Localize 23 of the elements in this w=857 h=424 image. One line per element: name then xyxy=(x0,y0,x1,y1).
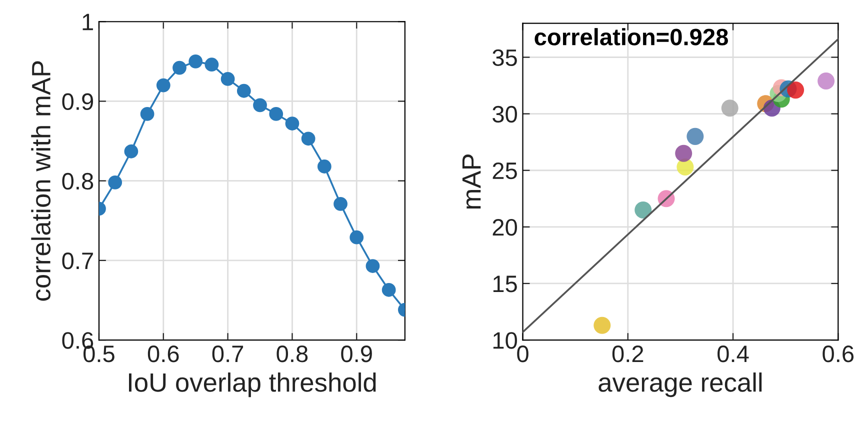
annotation: correlation=0.928 xyxy=(534,28,728,46)
x-tick-label: 0.2 xyxy=(612,346,644,362)
x-axis-title: IoU overlap threshold xyxy=(128,372,376,398)
x-tick-label: 0.9 xyxy=(341,346,372,362)
y-tick-label: 30 xyxy=(492,106,517,123)
y-tick-label: 0.8 xyxy=(62,172,94,190)
y-tick-label: 25 xyxy=(492,162,517,180)
y-axis-title: correlation with mAP xyxy=(31,61,51,301)
y-tick-label: 1 xyxy=(82,14,93,30)
x-tick-label: 0.6 xyxy=(822,346,854,362)
x-tick-label: 0.4 xyxy=(718,346,749,362)
x-tick-label: 0.7 xyxy=(212,346,244,362)
x-tick-label: 0.6 xyxy=(148,346,179,362)
y-tick-label: 20 xyxy=(492,219,517,236)
x-axis-title: average recall xyxy=(598,372,762,398)
y-axis-title: mAP xyxy=(462,154,481,209)
y-tick-label: 15 xyxy=(493,276,517,292)
x-tick-label: 0.8 xyxy=(276,346,308,362)
y-tick-label: 0.7 xyxy=(62,252,93,270)
x-tick-label: 0 xyxy=(517,346,528,362)
y-tick-label: 0.9 xyxy=(62,93,94,110)
y-tick-label: 10 xyxy=(493,332,517,349)
y-tick-label: 35 xyxy=(492,49,517,66)
